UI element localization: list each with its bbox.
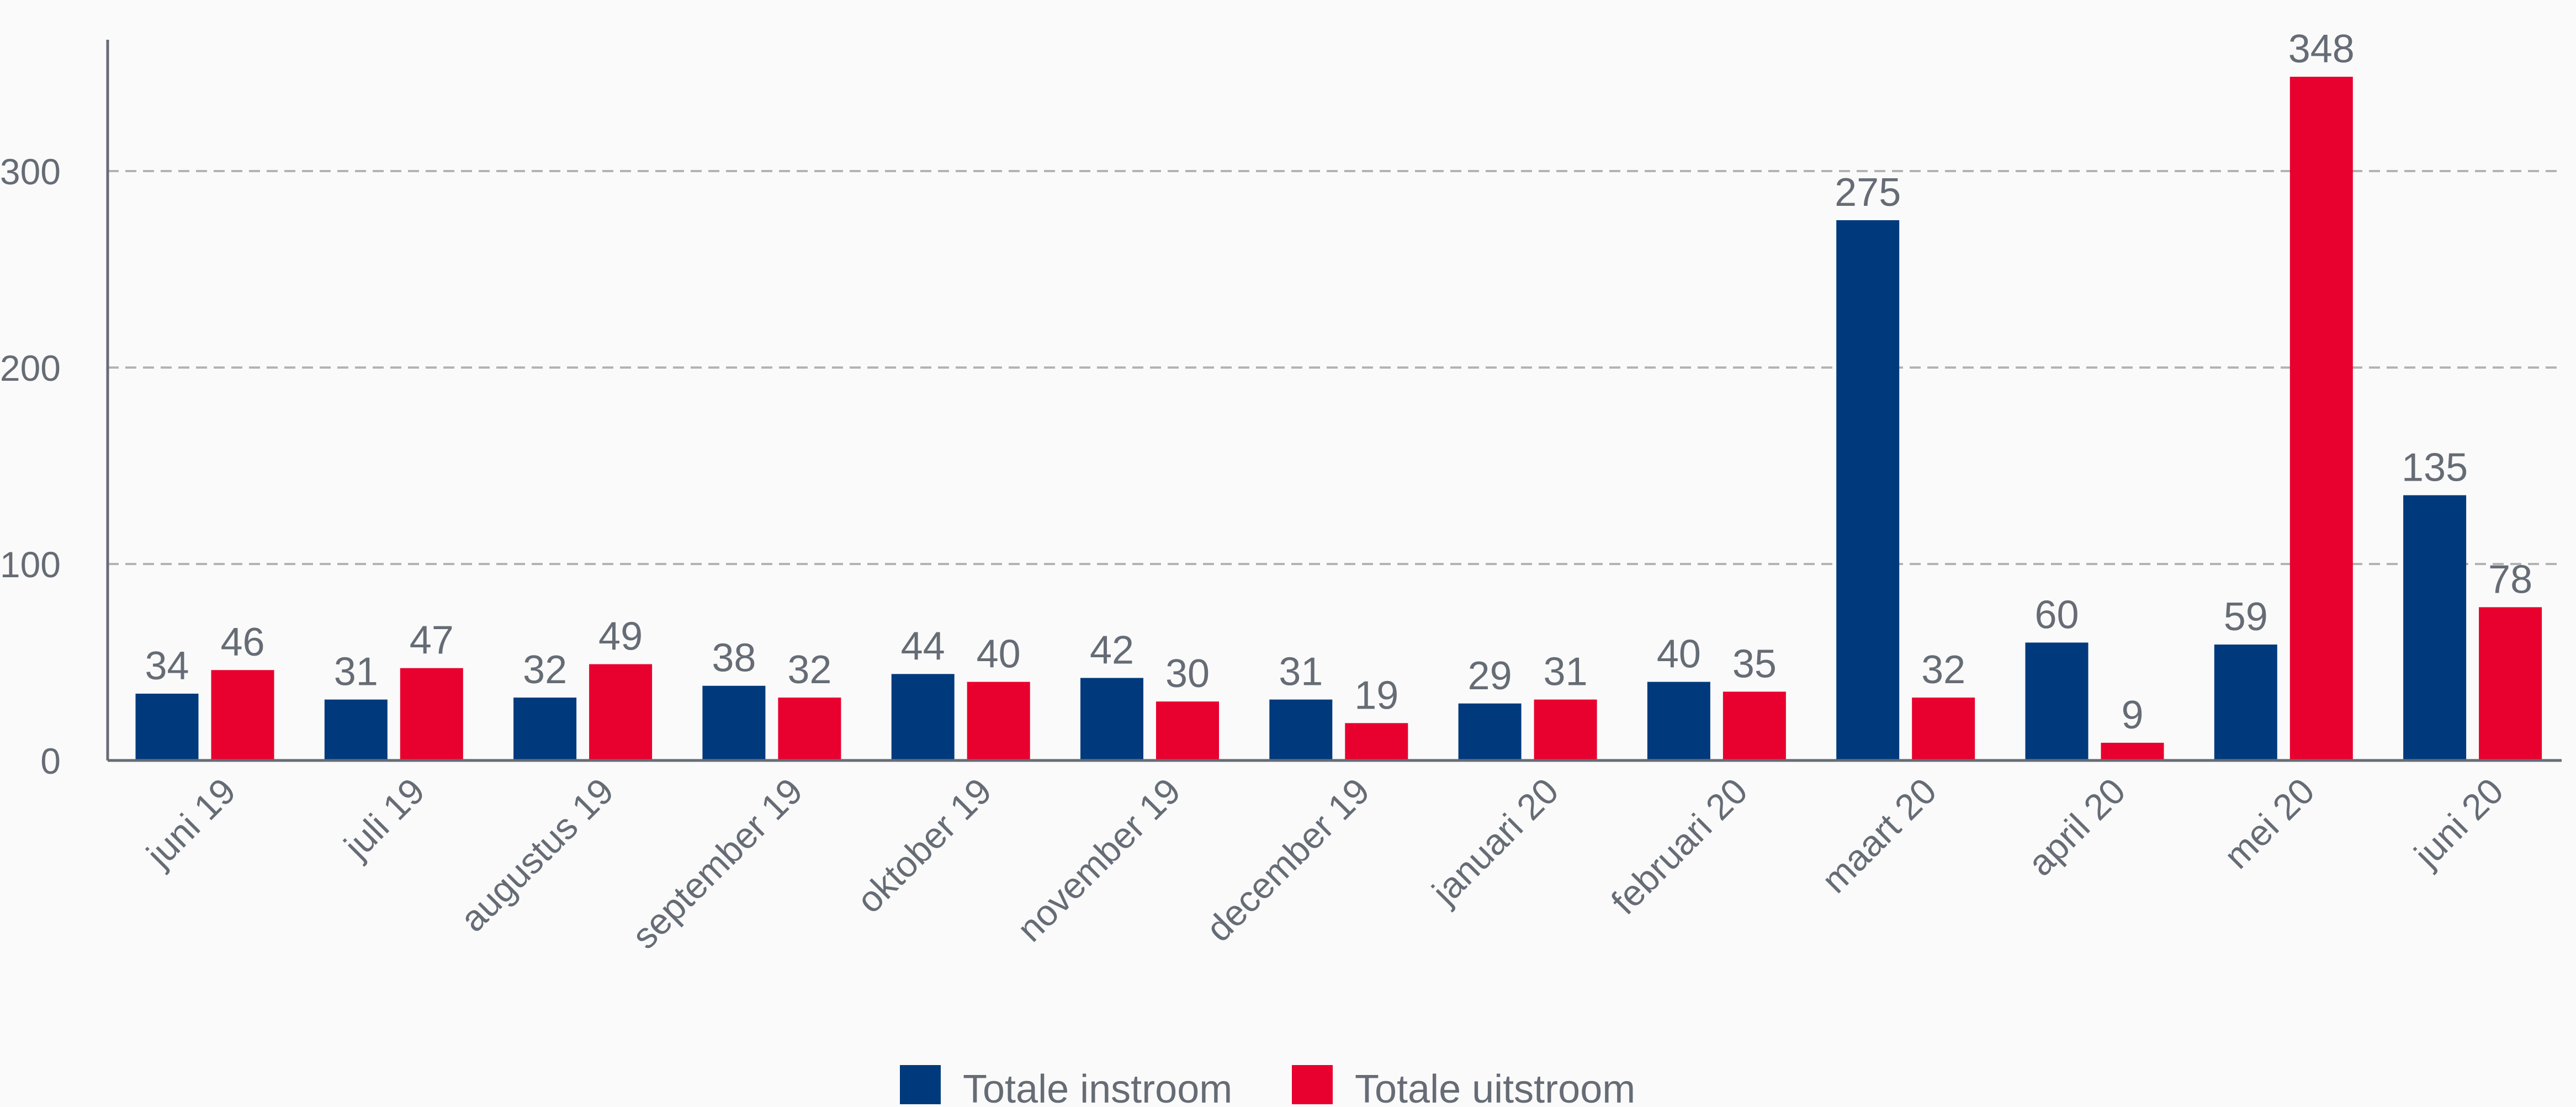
bar-instroom	[702, 685, 766, 760]
bar-instroom	[1647, 682, 1710, 760]
x-tick-label: maart 20	[1814, 770, 1944, 901]
data-label: 78	[2488, 557, 2532, 602]
y-tick-label: 100	[0, 544, 61, 585]
x-tick-label: juli 19	[336, 770, 433, 867]
data-label: 46	[220, 620, 264, 664]
bars	[135, 77, 2542, 760]
data-labels: 34 46 31 47 32 49 38 32 44 40 42 30 31 19 29 31 40 35 275 3…	[145, 27, 2532, 737]
bar-uitstroom	[2289, 77, 2353, 760]
data-label: 31	[1544, 650, 1588, 694]
bar-uitstroom	[589, 664, 653, 760]
axes: 0 100 200 300 juni 19 juli 19 augustus 19 septe…	[0, 40, 2562, 956]
data-label: 29	[1468, 654, 1512, 698]
data-label: 42	[1090, 628, 1134, 672]
grid-lines	[108, 170, 2562, 565]
bar-instroom	[135, 693, 199, 760]
bar-uitstroom	[967, 682, 1030, 760]
x-tick-label: december 19	[1198, 770, 1377, 950]
data-label: 47	[410, 619, 454, 663]
bar-instroom	[1080, 678, 1143, 760]
legend-label: Totale uitstroom	[1355, 1067, 1635, 1104]
bar-uitstroom	[2101, 742, 2164, 760]
x-tick-label: oktober 19	[849, 770, 999, 921]
data-label: 38	[712, 636, 756, 680]
data-label: 59	[2224, 595, 2268, 639]
bar-instroom	[2025, 642, 2089, 760]
x-tick-label: november 19	[1009, 770, 1189, 950]
x-tick-label: april 20	[2020, 770, 2133, 884]
x-tick-label: januari 20	[1423, 770, 1566, 913]
legend: Totale instroom Totale uitstroom	[900, 1065, 1635, 1107]
bar-uitstroom	[1534, 699, 1597, 760]
data-label: 60	[2034, 593, 2079, 637]
bar-instroom	[1836, 220, 1900, 760]
bar-uitstroom	[1345, 723, 1408, 760]
bar-uitstroom	[2479, 607, 2542, 760]
bar-uitstroom	[1912, 698, 1975, 760]
x-tick-label: juni 20	[2405, 770, 2511, 876]
x-tick-label: september 19	[624, 770, 810, 957]
data-label: 31	[1279, 650, 1323, 694]
y-tick-label: 300	[0, 151, 61, 192]
bar-uitstroom	[1156, 701, 1219, 760]
data-label: 32	[523, 648, 567, 692]
bar-instroom	[513, 698, 577, 760]
legend-label: Totale instroom	[963, 1067, 1232, 1104]
data-label: 135	[2402, 445, 2468, 489]
x-tick-label: mei 20	[2216, 770, 2322, 876]
bar-instroom	[1458, 703, 1522, 760]
data-label: 348	[2288, 27, 2355, 71]
data-label: 9	[2121, 693, 2143, 737]
data-label: 32	[1921, 648, 1965, 692]
data-label: 31	[334, 650, 378, 694]
y-tick-label: 200	[0, 348, 61, 388]
bar-uitstroom	[400, 668, 463, 760]
data-label: 44	[901, 624, 945, 668]
data-label: 40	[1657, 632, 1701, 677]
x-tick-label: februari 20	[1603, 770, 1755, 922]
x-tick-label: juni 19	[138, 770, 243, 876]
bar-instroom	[891, 674, 955, 760]
bar-uitstroom	[1722, 691, 1786, 760]
bar-uitstroom	[211, 670, 274, 760]
bar-uitstroom	[778, 698, 841, 760]
data-label: 275	[1835, 171, 1901, 215]
bar-instroom	[324, 699, 388, 760]
data-label: 19	[1354, 673, 1398, 717]
data-label: 49	[598, 615, 643, 659]
x-tick-label: augustus 19	[452, 770, 622, 940]
bar-instroom	[1269, 699, 1333, 760]
data-label: 34	[145, 644, 189, 688]
legend-swatch	[900, 1065, 941, 1106]
data-label: 40	[977, 632, 1021, 677]
bar-instroom	[2214, 644, 2277, 760]
data-label: 35	[1732, 642, 1777, 686]
data-label: 32	[787, 648, 831, 692]
data-label: 30	[1165, 652, 1210, 696]
bar-instroom	[2403, 495, 2467, 760]
legend-swatch	[1292, 1065, 1333, 1106]
y-tick-label: 0	[40, 741, 61, 781]
